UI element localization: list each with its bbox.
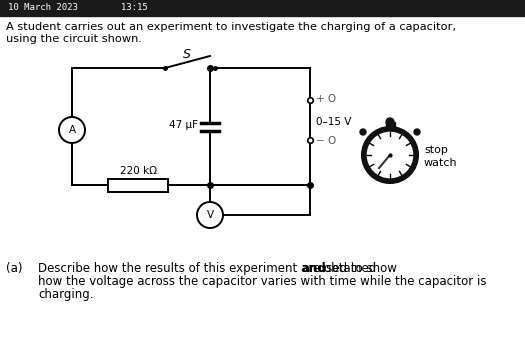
Bar (0, 0, 525, 16)
Bar (108, 179, 168, 191)
Text: 47 μF: 47 μF (169, 119, 198, 129)
Text: Describe how the results of this experiment are obtained: Describe how the results of this experim… (38, 262, 380, 275)
Text: A student carries out an experiment to investigate the charging of a capacitor,: A student carries out an experiment to i… (6, 22, 456, 32)
Text: 0–15 V: 0–15 V (316, 117, 351, 127)
Text: watch: watch (424, 158, 458, 168)
Circle shape (414, 129, 420, 135)
Text: charging.: charging. (38, 288, 93, 301)
Text: A: A (68, 125, 76, 135)
Circle shape (197, 202, 223, 228)
Text: 220 kΩ: 220 kΩ (120, 165, 156, 175)
Bar (385, 122, 394, 128)
Circle shape (366, 131, 414, 179)
Text: S: S (183, 48, 191, 61)
Circle shape (360, 129, 366, 135)
Circle shape (362, 127, 418, 183)
Text: (a): (a) (6, 262, 23, 275)
Text: V: V (206, 210, 214, 220)
Text: stop: stop (424, 145, 448, 155)
Text: using the circuit shown.: using the circuit shown. (6, 34, 142, 44)
Circle shape (386, 118, 394, 126)
Circle shape (59, 117, 85, 143)
Text: 10 March 2023        13:15: 10 March 2023 13:15 (8, 3, 148, 12)
Text: how the voltage across the capacitor varies with time while the capacitor is: how the voltage across the capacitor var… (38, 275, 487, 288)
Text: + O: + O (316, 94, 336, 104)
Text: and: and (301, 262, 326, 275)
Text: − O: − O (316, 136, 336, 146)
Text: used to show: used to show (315, 262, 397, 275)
